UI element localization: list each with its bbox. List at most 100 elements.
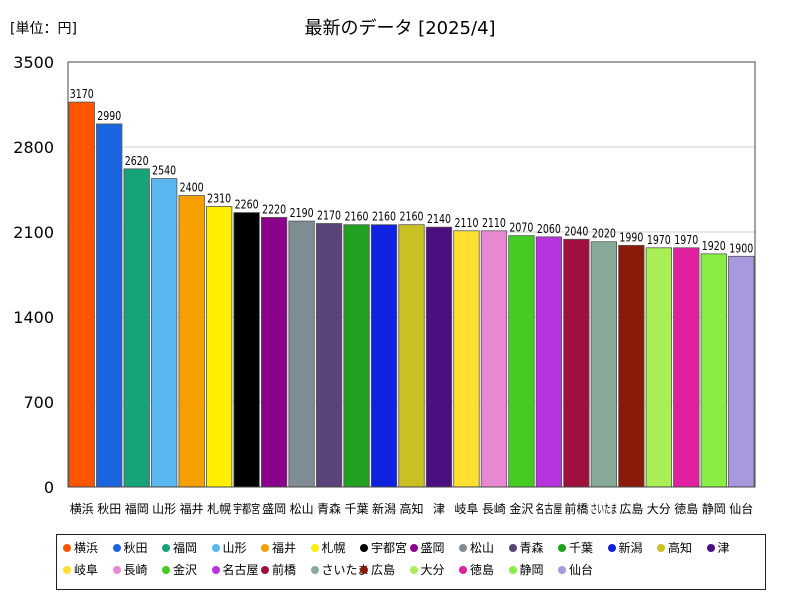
x-tick-label: 静岡 (702, 502, 726, 516)
data-label: 2220 (262, 202, 286, 216)
legend-swatch (310, 543, 319, 552)
legend-item: さいたま (310, 561, 370, 579)
x-tick-label: 秋田 (97, 502, 121, 516)
x-tick-label: 千葉 (345, 502, 369, 516)
x-tick-label: 新潟 (372, 501, 396, 516)
x-tick-label: 福岡 (125, 501, 149, 516)
data-label: 2990 (97, 109, 121, 123)
data-label: 2400 (180, 181, 204, 195)
legend-swatch (211, 543, 220, 552)
legend-label: 福井 (272, 541, 297, 555)
legend-swatch (63, 565, 71, 574)
bar (453, 230, 480, 488)
legend-item: 横浜 (63, 539, 98, 557)
legend-swatch (112, 565, 121, 574)
legend-label: 長崎 (123, 563, 148, 577)
x-tick-label: 青森 (317, 501, 341, 516)
bar (728, 255, 755, 488)
y-tick-label: 2100 (13, 223, 54, 242)
legend-swatch (63, 543, 71, 552)
legend-item: 津 (706, 539, 730, 557)
data-label: 2160 (372, 210, 396, 224)
legend-item: 千葉 (558, 539, 593, 557)
legend-label: 津 (717, 541, 730, 555)
legend-label: 前橋 (272, 563, 297, 577)
legend-item: 宇都宮 (360, 539, 407, 557)
bar (563, 238, 590, 488)
legend-item: 松山 (459, 539, 494, 557)
legend-swatch (508, 565, 517, 574)
data-label: 2170 (317, 209, 341, 223)
legend-label: 大分 (420, 563, 445, 577)
bar (700, 253, 727, 488)
legend-label: 岐阜 (74, 563, 99, 577)
legend-swatch (558, 565, 566, 574)
legend-label: さいたま (321, 563, 370, 577)
legend-swatch (409, 565, 418, 574)
x-tick-label: 仙台 (729, 501, 753, 516)
legend-item: 盛岡 (409, 539, 445, 557)
x-tick-label: 前橋 (564, 501, 588, 516)
legend-item: 仙台 (558, 561, 593, 579)
bar (205, 206, 233, 488)
legend-item: 青森 (508, 539, 544, 557)
bar (480, 230, 508, 488)
legend-item: 徳島 (459, 561, 494, 579)
bar (508, 235, 535, 488)
data-label: 2070 (509, 221, 533, 235)
data-label: 2260 (235, 198, 259, 212)
x-tick-label: さいたま (590, 502, 617, 516)
legend-item: 新潟 (607, 539, 643, 557)
y-tick-label: 3500 (13, 53, 54, 72)
data-label: 2140 (427, 212, 451, 226)
x-tick-label: 宇都宮 (233, 501, 260, 516)
data-label: 2620 (125, 154, 149, 168)
legend-label: 札幌 (321, 541, 346, 555)
bar (315, 223, 343, 488)
bar (260, 217, 288, 488)
data-label: 2190 (290, 206, 314, 220)
bar (288, 220, 315, 488)
data-label: 2020 (592, 227, 616, 241)
data-label: 2160 (345, 210, 369, 224)
x-tick-label: 横浜 (70, 502, 94, 516)
legend-label: 徳島 (470, 563, 495, 577)
x-tick-label: 高知 (399, 501, 423, 516)
legend-swatch (459, 543, 467, 552)
data-label: 2160 (400, 210, 424, 224)
data-label: 1970 (674, 233, 698, 247)
unit-label: [単位：円] (10, 21, 77, 37)
x-tick-label: 長崎 (482, 502, 506, 516)
bar (233, 212, 260, 488)
legend-swatch (409, 543, 418, 552)
legend-label: 秋田 (123, 541, 148, 555)
legend-label: 山形 (222, 541, 247, 555)
legend-label: 仙台 (569, 563, 594, 577)
x-tick-label: 津 (433, 502, 445, 516)
legend-swatch (162, 543, 170, 552)
legend-item: 福岡 (162, 539, 197, 557)
bar (343, 224, 370, 488)
legend-item: 大分 (409, 561, 445, 579)
data-label: 2110 (454, 216, 478, 230)
legend-swatch (459, 565, 467, 574)
data-label: 1920 (702, 239, 726, 253)
x-tick-label: 広島 (619, 501, 643, 516)
data-label: 1990 (619, 230, 643, 244)
legend-swatch (261, 565, 269, 574)
data-label: 1900 (729, 241, 753, 255)
legend-item: 広島 (360, 561, 395, 579)
legend-label: 新潟 (618, 541, 643, 555)
legend: 横浜 秋田 福岡 山形 福井 札幌 宇都宮 盛岡 松山 青森 千葉 新潟 高知 津岐阜 長崎 金沢 名古屋 前橋 さ… (56, 534, 766, 590)
x-tick-label: 岐阜 (454, 502, 478, 516)
y-axis-ticks: 0 700 1400 2100 2800 3500 (13, 53, 54, 497)
legend-swatch (360, 543, 368, 552)
legend-swatch (558, 543, 566, 552)
y-tick-label: 700 (23, 393, 54, 412)
legend-item: 秋田 (112, 539, 148, 557)
legend-item: 前橋 (261, 561, 296, 579)
legend-swatch (360, 565, 368, 574)
legend-swatch (112, 543, 121, 552)
legend-item: 名古屋 (211, 561, 259, 579)
